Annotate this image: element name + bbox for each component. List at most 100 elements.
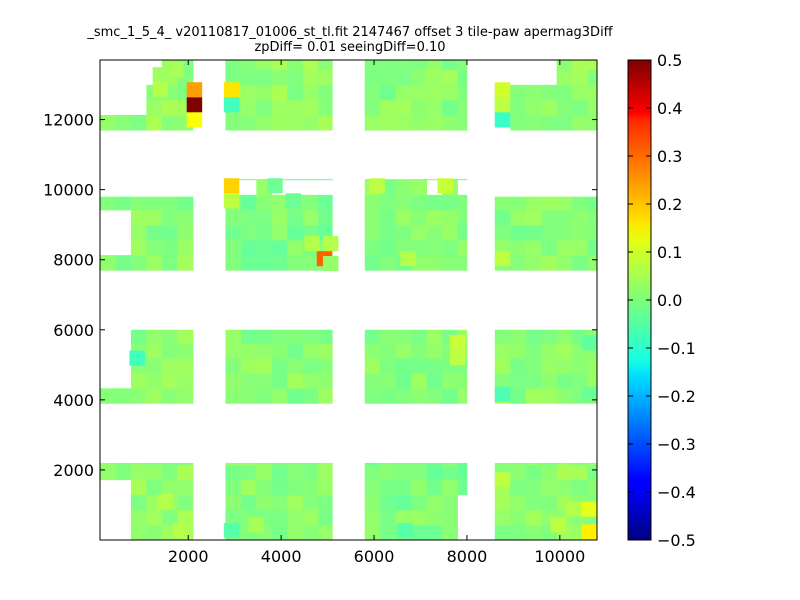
heatmap-cell	[457, 388, 468, 404]
heatmap-cell	[442, 255, 458, 271]
heatmap-cell	[525, 464, 542, 481]
heatmap-cell	[271, 494, 288, 511]
heatmap-cell	[556, 464, 573, 481]
colorbar-tick-label: 0.4	[657, 99, 682, 118]
heatmap-cell	[240, 60, 257, 71]
heatmap-cell	[256, 358, 273, 374]
heatmap-cell	[240, 99, 257, 116]
heatmap-cell	[364, 464, 381, 481]
heatmap-cell	[380, 60, 397, 71]
heatmap-cell	[411, 179, 428, 196]
heatmap-cell	[271, 464, 288, 481]
heatmap-cell	[494, 524, 511, 541]
heatmap-cell	[225, 494, 242, 511]
heatmap-cell	[287, 462, 304, 466]
heatmap-cell	[161, 329, 178, 344]
heatmap-outlier-cell	[172, 523, 189, 539]
heatmap-cell	[587, 209, 598, 226]
heatmap-cell	[240, 84, 257, 101]
heatmap-cell	[572, 462, 589, 466]
heatmap-cell	[318, 388, 333, 404]
heatmap-cell	[130, 115, 147, 131]
x-tick-label: 10000	[534, 547, 585, 566]
colorbar-tick-label: 0.2	[657, 195, 682, 214]
heatmap-cell	[494, 358, 511, 374]
heatmap-cell	[287, 179, 304, 181]
colorbar-tick-label: 0.0	[657, 291, 682, 310]
heatmap-cell	[411, 194, 428, 211]
heatmap-cell	[364, 343, 381, 359]
heatmap-outlier-cell	[223, 523, 240, 539]
heatmap-cell	[587, 462, 598, 466]
heatmap-cell	[587, 225, 598, 241]
heatmap-cell	[256, 388, 273, 404]
heatmap-cell	[146, 388, 163, 404]
heatmap-cell	[225, 373, 242, 389]
heatmap-cell	[256, 179, 273, 181]
heatmap-cell	[130, 462, 147, 466]
heatmap-cell	[100, 115, 116, 131]
heatmap-cell	[426, 524, 443, 541]
heatmap-cell	[287, 115, 304, 131]
heatmap-outlier-cell	[494, 82, 511, 98]
heatmap-cell	[541, 255, 558, 271]
heatmap-cell	[442, 494, 458, 511]
heatmap-cell	[411, 329, 428, 344]
heatmap-cell	[556, 329, 573, 344]
heatmap-cell	[411, 60, 428, 71]
heatmap-cell	[177, 343, 194, 359]
heatmap-cell	[457, 479, 468, 496]
heatmap-cell	[115, 115, 132, 131]
heatmap-cell	[287, 225, 304, 241]
heatmap-cell	[426, 343, 443, 359]
heatmap-cell	[318, 524, 333, 541]
heatmap-cell	[287, 509, 304, 526]
heatmap-cell	[287, 388, 304, 404]
heatmap-cell	[411, 462, 428, 466]
heatmap-cell	[240, 179, 257, 181]
heatmap-cell	[380, 524, 397, 541]
heatmap-cell	[225, 115, 242, 131]
heatmap-outlier-cell	[322, 236, 339, 252]
heatmap-cell	[287, 479, 304, 496]
heatmap-cell	[302, 462, 319, 466]
heatmap-cell	[225, 225, 242, 241]
heatmap-outlier-cell	[267, 178, 283, 194]
heatmap-cell	[115, 388, 132, 404]
heatmap-cell	[364, 479, 381, 496]
heatmap-cell	[240, 494, 257, 511]
heatmap-cell	[161, 464, 178, 481]
heatmap-cell	[287, 255, 304, 271]
heatmap-cell	[256, 115, 273, 131]
heatmap-cell	[146, 240, 163, 256]
heatmap-cell	[494, 225, 511, 241]
heatmap-cell	[130, 225, 147, 241]
heatmap-outlier-cell	[566, 501, 582, 517]
heatmap-cell	[572, 240, 589, 256]
heatmap-cell	[395, 462, 412, 466]
heatmap-cell	[130, 388, 147, 404]
heatmap-outlier-cell	[129, 350, 145, 366]
heatmap-cell	[395, 494, 412, 511]
heatmap-cell	[541, 115, 558, 131]
heatmap-cell	[442, 84, 458, 101]
heatmap-cell	[541, 494, 558, 511]
heatmap-cell	[442, 240, 458, 256]
colorbar-tick-label: −0.2	[657, 387, 696, 406]
heatmap-cell	[271, 388, 288, 404]
heatmap-cell	[457, 255, 468, 271]
heatmap-cell	[380, 494, 397, 511]
heatmap-cell	[395, 388, 412, 404]
heatmap-outlier-cell	[322, 256, 339, 272]
heatmap-outlier-cell	[425, 67, 441, 83]
heatmap-cell	[572, 464, 589, 481]
heatmap-cell	[411, 494, 428, 511]
heatmap-cell	[256, 84, 273, 101]
heatmap-cell	[541, 462, 558, 466]
heatmap-cell	[146, 343, 163, 359]
heatmap-cell	[572, 60, 589, 71]
heatmap-cell	[442, 209, 458, 226]
heatmap-cell	[225, 479, 242, 496]
heatmap-cell	[525, 99, 542, 116]
